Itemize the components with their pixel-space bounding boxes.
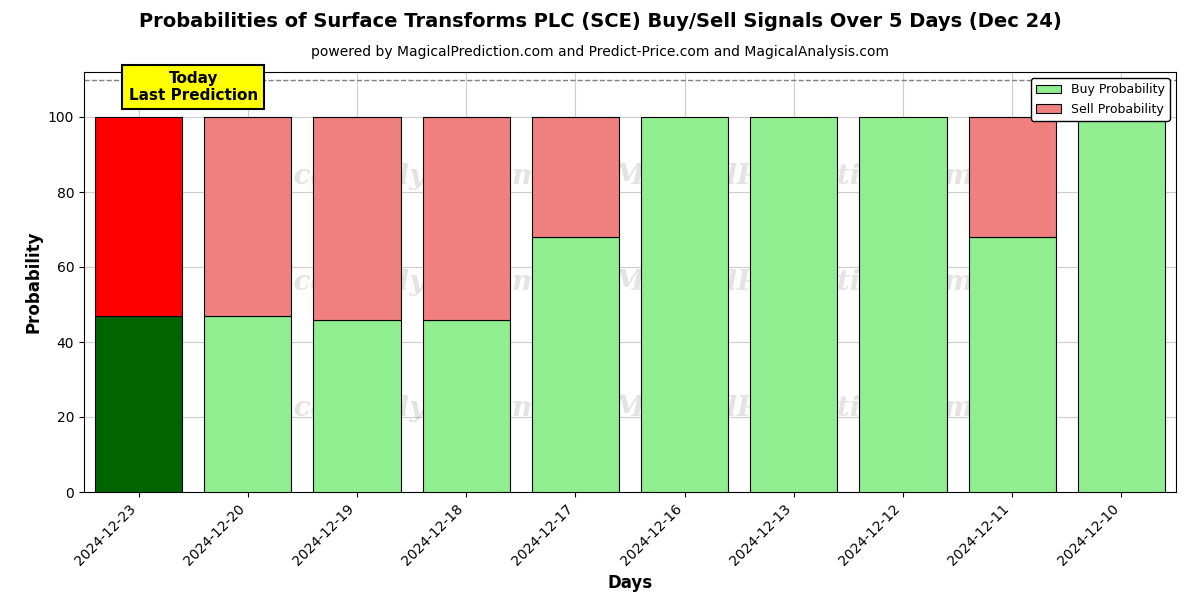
Bar [313,117,401,319]
Text: Today
Last Prediction: Today Last Prediction [128,71,258,103]
Text: MagicalAnalysis.com: MagicalAnalysis.com [216,395,542,421]
Text: MagicalPrediction.com: MagicalPrediction.com [613,269,974,295]
Text: MagicalPrediction.com: MagicalPrediction.com [613,395,974,421]
Legend: Buy Probability, Sell Probability: Buy Probability, Sell Probability [1031,78,1170,121]
Text: MagicalAnalysis.com: MagicalAnalysis.com [216,163,542,191]
Bar [641,117,728,492]
Bar [532,237,619,492]
Bar [1078,117,1165,492]
Bar [968,117,1056,237]
Bar [532,117,619,237]
Text: powered by MagicalPrediction.com and Predict-Price.com and MagicalAnalysis.com: powered by MagicalPrediction.com and Pre… [311,45,889,59]
Text: Probabilities of Surface Transforms PLC (SCE) Buy/Sell Signals Over 5 Days (Dec : Probabilities of Surface Transforms PLC … [139,12,1061,31]
Bar [204,117,292,316]
Text: MagicalAnalysis.com: MagicalAnalysis.com [216,269,542,295]
Bar [313,319,401,492]
Y-axis label: Probability: Probability [24,231,42,333]
Bar [204,316,292,492]
Bar [95,316,182,492]
Bar [422,117,510,319]
X-axis label: Days: Days [607,574,653,592]
Bar [750,117,838,492]
Bar [859,117,947,492]
Bar [422,319,510,492]
Bar [95,117,182,316]
Bar [968,237,1056,492]
Text: MagicalPrediction.com: MagicalPrediction.com [613,163,974,191]
